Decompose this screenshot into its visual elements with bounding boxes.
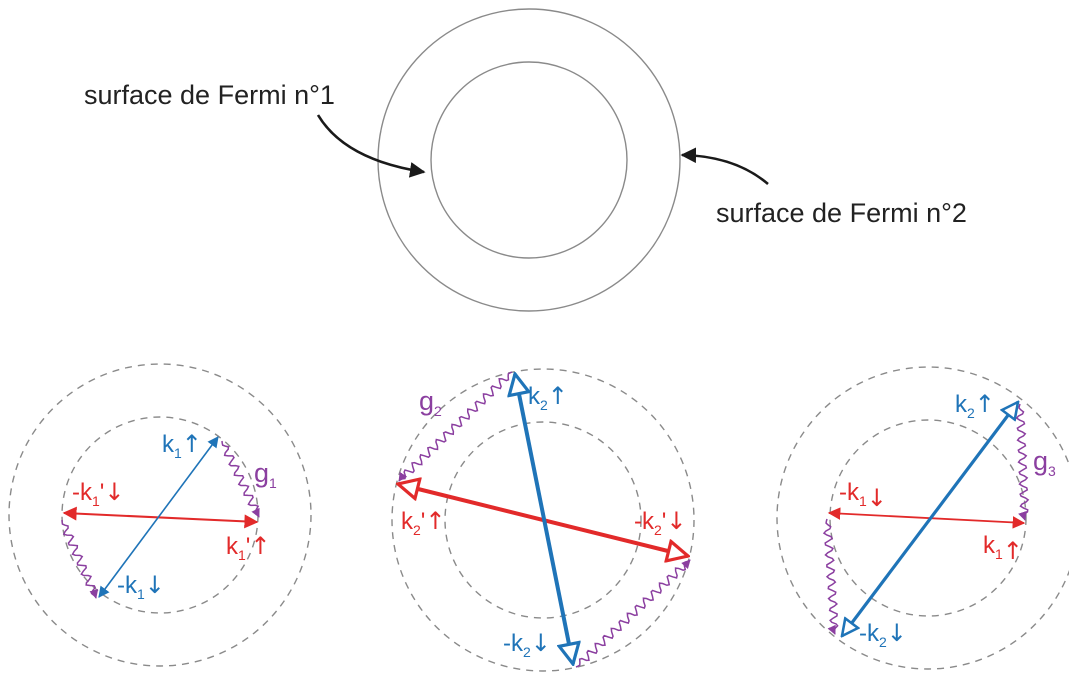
momentum-label-red-left: -k1'↓ [72, 478, 125, 509]
top-fermi-diagram: surface de Fermi n°1 surface de Fermi n°… [84, 8, 967, 312]
momentum-label-blue-top: k2↑ [955, 390, 995, 421]
fermi-surface-2-label: surface de Fermi n°2 [716, 198, 967, 228]
fermi-surface-1-label: surface de Fermi n°1 [84, 80, 335, 110]
interaction-wavy-line [1015, 403, 1030, 521]
coupling-label: g2 [419, 386, 442, 419]
fermi-surface-1-circle [430, 61, 628, 259]
momentum-label-blue-top: k2↑ [528, 382, 568, 413]
scattering-panel-3: k2↑ -k2↓ -k1↓ k1↑ g3 [776, 366, 1069, 670]
momentum-label-blue-bottom: -k2↓ [503, 629, 551, 660]
momentum-label-red-right: -k2'↓ [634, 507, 687, 538]
pointer-arrow-2 [680, 147, 769, 185]
momentum-label-red-right: k1↑ [983, 532, 1023, 565]
pointer-arrow-1 [316, 114, 426, 178]
momentum-label-red-right: k1'↑ [226, 532, 271, 563]
interaction-wavy-line [575, 559, 691, 668]
blue-momentum-arrow [515, 374, 573, 664]
momentum-label-red-left: -k1↓ [839, 479, 887, 512]
outer-fermi-dashed [776, 366, 1069, 670]
momentum-label-blue-bottom: -k2↓ [859, 619, 907, 650]
blue-momentum-arrow [842, 402, 1018, 636]
interaction-wavy-line [221, 440, 260, 518]
blue-momentum-arrow [98, 436, 219, 598]
interaction-wavy-line [822, 518, 839, 635]
momentum-label-red-left: k2'↑ [401, 507, 446, 538]
interaction-wavy-line [61, 519, 99, 599]
fermi-surface-2-circle [377, 8, 681, 312]
scattering-panel-1: k1↑ -k1↓ -k1'↓ k1'↑ g1 [8, 363, 312, 667]
outer-fermi-dashed [8, 363, 312, 667]
scattering-panel-2: k2↑ -k2↓ k2'↑ -k2'↓ g2 [391, 368, 695, 672]
coupling-label: g1 [254, 458, 277, 491]
momentum-label-blue-bottom: -k1↓ [117, 571, 165, 602]
momentum-label-blue-top: k1↑ [162, 430, 202, 461]
coupling-label: g3 [1033, 446, 1056, 479]
outer-fermi-dashed [391, 368, 695, 672]
interaction-wavy-line [398, 371, 513, 482]
